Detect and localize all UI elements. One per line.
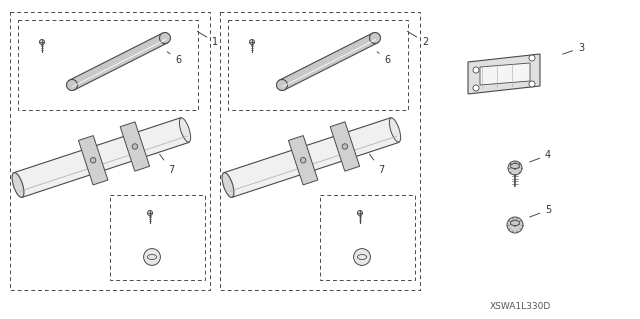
Polygon shape xyxy=(280,33,378,90)
Circle shape xyxy=(358,211,362,216)
Circle shape xyxy=(529,55,535,61)
Text: 6: 6 xyxy=(167,52,181,65)
Text: 6: 6 xyxy=(377,52,390,65)
Bar xyxy=(320,195,415,280)
Circle shape xyxy=(40,40,45,45)
Text: 7: 7 xyxy=(370,154,384,175)
Polygon shape xyxy=(289,136,318,185)
Ellipse shape xyxy=(67,79,77,91)
Circle shape xyxy=(300,158,306,163)
Circle shape xyxy=(354,249,371,265)
Ellipse shape xyxy=(159,33,170,43)
Ellipse shape xyxy=(12,173,24,197)
Polygon shape xyxy=(79,136,108,185)
Polygon shape xyxy=(511,163,519,169)
Circle shape xyxy=(132,144,138,149)
Text: 1: 1 xyxy=(197,32,218,47)
Polygon shape xyxy=(330,122,360,171)
Circle shape xyxy=(250,40,255,45)
Circle shape xyxy=(508,161,522,175)
Bar xyxy=(10,12,210,290)
Ellipse shape xyxy=(276,79,287,91)
Circle shape xyxy=(90,158,96,163)
Circle shape xyxy=(507,217,523,233)
Circle shape xyxy=(529,81,535,87)
Circle shape xyxy=(473,85,479,91)
Bar xyxy=(110,195,205,280)
Polygon shape xyxy=(511,220,519,226)
Bar xyxy=(228,20,408,110)
Ellipse shape xyxy=(179,118,191,142)
Polygon shape xyxy=(14,118,189,197)
Text: XSWA1L330D: XSWA1L330D xyxy=(490,302,551,311)
Polygon shape xyxy=(120,122,150,171)
Text: 3: 3 xyxy=(563,43,584,54)
Circle shape xyxy=(473,67,479,73)
Circle shape xyxy=(143,249,161,265)
Text: 5: 5 xyxy=(529,205,551,217)
Circle shape xyxy=(147,211,152,216)
Bar xyxy=(220,12,420,290)
Text: 7: 7 xyxy=(159,154,174,175)
Bar xyxy=(18,20,198,110)
Ellipse shape xyxy=(222,173,234,197)
Ellipse shape xyxy=(369,33,381,43)
Polygon shape xyxy=(468,54,540,94)
Circle shape xyxy=(342,144,348,149)
Ellipse shape xyxy=(389,118,401,142)
Text: 2: 2 xyxy=(408,32,428,47)
Text: 4: 4 xyxy=(529,150,551,162)
Polygon shape xyxy=(480,63,530,85)
Polygon shape xyxy=(224,118,399,197)
Polygon shape xyxy=(70,33,168,90)
